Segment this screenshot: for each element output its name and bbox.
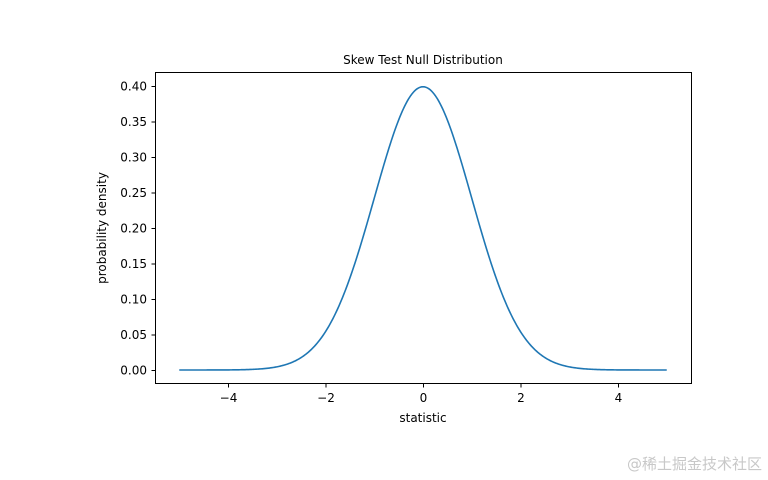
x-tick-label: −4 bbox=[220, 391, 238, 405]
y-tick-label: 0.20 bbox=[120, 222, 147, 236]
watermark: @稀土掘金技术社区 bbox=[626, 455, 762, 473]
plot-area bbox=[155, 72, 692, 384]
chart-title: Skew Test Null Distribution bbox=[343, 53, 503, 67]
y-tick-label: 0.15 bbox=[120, 257, 147, 271]
x-tick-label: −2 bbox=[317, 391, 335, 405]
y-tick-label: 0.05 bbox=[120, 328, 147, 342]
x-tick-label: 0 bbox=[420, 391, 428, 405]
y-tick-label: 0.00 bbox=[120, 364, 147, 378]
x-tick-label: 2 bbox=[517, 391, 525, 405]
y-tick-label: 0.40 bbox=[120, 80, 147, 94]
y-tick-label: 0.25 bbox=[120, 186, 147, 200]
x-tick-label: 4 bbox=[615, 391, 623, 405]
plot-frame bbox=[155, 72, 692, 384]
x-axis: −4 −2 0 2 4 bbox=[220, 383, 623, 405]
y-tick-label: 0.30 bbox=[120, 151, 147, 165]
pdf-curve bbox=[179, 85, 667, 371]
x-axis-label: statistic bbox=[399, 411, 446, 425]
y-axis: 0.00 0.05 0.10 0.15 0.20 0.25 0.30 0.35 0.40 bbox=[120, 80, 156, 378]
y-axis-label: probability density bbox=[95, 172, 109, 284]
y-tick-label: 0.10 bbox=[120, 293, 147, 307]
y-tick-label: 0.35 bbox=[120, 115, 147, 129]
